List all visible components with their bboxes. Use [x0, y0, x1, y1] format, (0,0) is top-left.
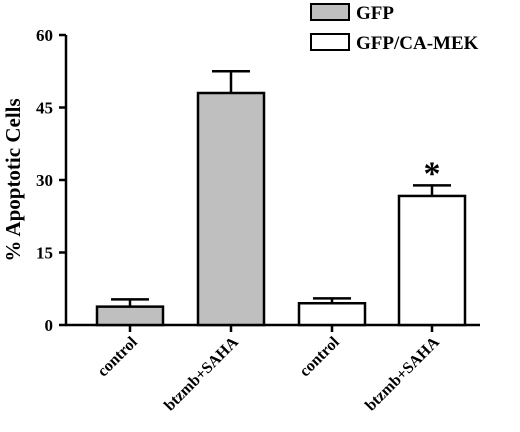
- y-tick-label: 60: [36, 26, 53, 45]
- x-axis: control btzmb+SAHA control btzmb+SAHA: [65, 323, 480, 415]
- y-tick-label: 0: [45, 316, 54, 335]
- x-tick-label: control: [94, 333, 141, 380]
- y-tick-label: 15: [36, 244, 53, 263]
- legend-label: GFP/CA-MEK: [356, 33, 479, 54]
- annotations: *: [424, 155, 441, 192]
- significance-marker: *: [424, 155, 441, 192]
- x-tick-label: btzmb+SAHA: [362, 333, 443, 414]
- legend: GFP GFP/CA-MEK: [310, 3, 479, 54]
- bar-2-2: [397, 194, 467, 327]
- bar-1-1: [95, 305, 165, 327]
- bar-2-1: [297, 302, 367, 327]
- legend-label: GFP: [356, 3, 394, 24]
- legend-swatch: [310, 3, 350, 21]
- y-tick-label: 30: [36, 171, 53, 190]
- y-axis-label: % Apoptotic Cells: [1, 98, 25, 261]
- bar-1-2: [196, 91, 266, 327]
- x-tick-label: btzmb+SAHA: [161, 333, 242, 414]
- x-tick-label: control: [296, 333, 343, 380]
- y-tick-label: 45: [36, 99, 53, 118]
- bars: [95, 70, 467, 327]
- y-axis: 0 15 30 45 60: [36, 26, 68, 335]
- legend-swatch: [310, 33, 350, 51]
